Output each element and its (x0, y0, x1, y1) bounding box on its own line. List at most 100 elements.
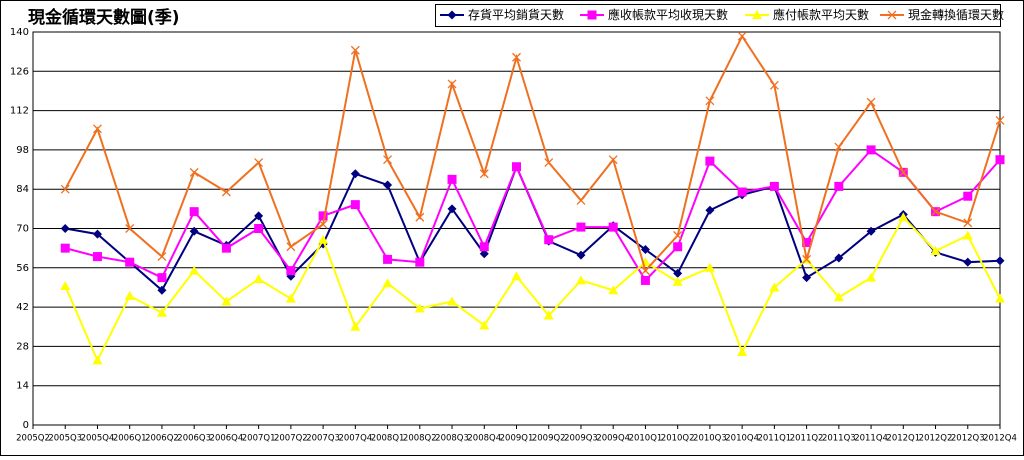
point (479, 169, 489, 179)
point (92, 229, 102, 239)
x-tick-label: 2009Q1 (500, 434, 534, 444)
point (704, 262, 715, 272)
point (995, 293, 1005, 303)
point (544, 235, 554, 245)
point (672, 276, 683, 286)
x-tick-label: 2005Q3 (48, 434, 82, 444)
point (189, 167, 199, 177)
x-tick-label: 2010Q4 (725, 434, 759, 444)
legend-marker (752, 10, 762, 19)
point (383, 155, 393, 165)
point (802, 254, 812, 264)
point (737, 31, 747, 41)
x-tick-label: 2006Q3 (177, 434, 211, 444)
point (576, 195, 586, 205)
point (544, 158, 554, 167)
point (350, 169, 360, 179)
y-tick-label: 42 (16, 302, 29, 313)
point (157, 273, 167, 283)
legend-marker (887, 10, 897, 20)
point (350, 321, 361, 331)
x-tick-label: 2010Q3 (693, 434, 727, 444)
x-tick-label: 2008Q3 (435, 434, 469, 444)
y-tick-label: 70 (16, 224, 29, 235)
point (995, 155, 1005, 165)
y-tick-label: 84 (16, 184, 29, 195)
point (995, 256, 1005, 266)
point (318, 234, 329, 244)
x-tick-label: 2011Q1 (757, 434, 791, 444)
x-tick-label: 2011Q3 (822, 434, 856, 444)
series-line (64, 148, 1001, 283)
y-tick-label: 0 (23, 420, 29, 431)
point (640, 275, 650, 285)
point (866, 226, 876, 236)
point (673, 231, 683, 240)
point (415, 257, 425, 267)
point (415, 212, 425, 222)
point (189, 265, 200, 275)
point (350, 200, 360, 210)
point (92, 252, 102, 262)
point (221, 187, 231, 197)
point (705, 96, 715, 106)
x-tick-label: 2011Q4 (854, 434, 888, 444)
x-tick-label: 2010Q2 (661, 434, 695, 444)
x-tick-label: 2005Q4 (81, 434, 115, 444)
x-tick-label: 2008Q4 (467, 434, 501, 444)
point (511, 271, 522, 281)
point (769, 80, 779, 90)
series-line (64, 215, 1001, 363)
point (834, 253, 844, 263)
point (124, 290, 135, 300)
legend-label: 應付帳款平均天數 (773, 7, 869, 22)
point (898, 167, 908, 177)
x-tick-label: 2009Q2 (532, 434, 566, 444)
y-tick-label: 98 (16, 145, 29, 156)
point (640, 245, 650, 255)
point (963, 257, 973, 267)
point (673, 268, 683, 278)
point (156, 307, 167, 317)
legend-marker (587, 10, 597, 20)
point (737, 187, 747, 197)
x-tick-label: 2006Q4 (210, 434, 244, 444)
point (60, 243, 70, 253)
point (640, 266, 650, 276)
y-tick-label: 14 (16, 381, 29, 392)
point (254, 224, 264, 233)
point (221, 243, 231, 253)
point (93, 124, 102, 134)
x-tick-label: 2007Q4 (338, 434, 372, 444)
point (898, 212, 909, 222)
point (350, 45, 360, 55)
legend-label: 應收帳款平均收現天數 (608, 7, 728, 22)
point (705, 205, 715, 215)
x-tick-label: 2007Q2 (274, 434, 308, 444)
point (383, 254, 393, 264)
point (253, 274, 264, 284)
x-tick-label: 2008Q1 (371, 434, 405, 444)
point (414, 303, 425, 313)
point (254, 211, 264, 221)
point (157, 252, 167, 262)
point (608, 222, 618, 232)
point (286, 266, 296, 276)
point (221, 296, 232, 306)
point (769, 282, 780, 292)
point (834, 142, 844, 152)
point (92, 355, 103, 365)
point (834, 181, 844, 191)
y-tick-label: 140 (10, 27, 29, 38)
x-tick-label: 2007Q1 (242, 434, 276, 444)
point (512, 52, 521, 62)
point (963, 218, 973, 228)
x-tick-label: 2009Q4 (596, 434, 630, 444)
point (60, 224, 70, 233)
point (60, 184, 70, 194)
point (608, 285, 619, 295)
point (576, 250, 586, 260)
point (575, 275, 586, 285)
point (737, 347, 748, 357)
